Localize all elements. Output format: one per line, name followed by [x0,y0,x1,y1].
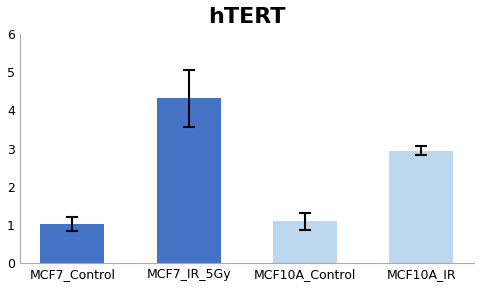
Bar [273,221,336,263]
Bar [156,98,220,263]
Bar [389,151,453,263]
Title: hTERT: hTERT [208,7,285,27]
Bar [40,224,104,263]
